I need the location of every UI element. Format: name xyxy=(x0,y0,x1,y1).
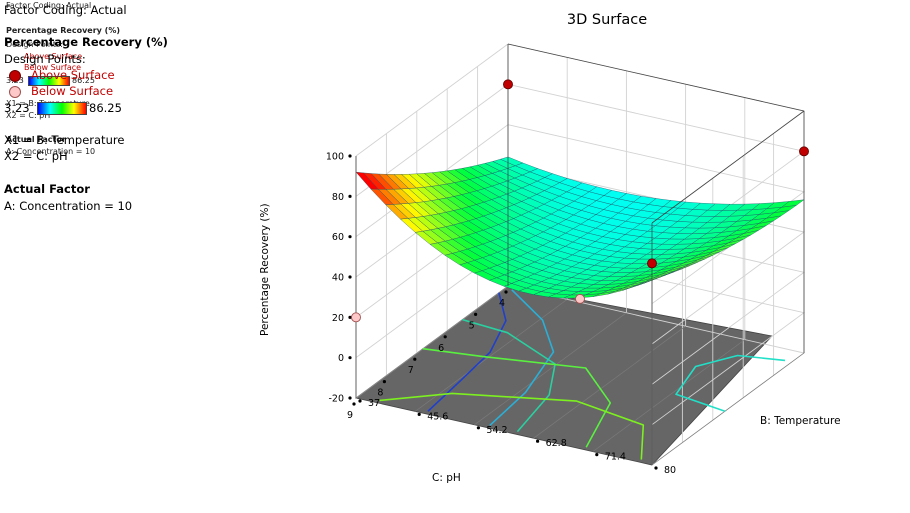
legend-below-small: Below Surface xyxy=(24,63,82,72)
above-surface-marker-icon xyxy=(9,70,21,82)
floor-grid-lines xyxy=(355,285,805,466)
x-tick-label: 45.6 xyxy=(427,411,448,422)
legend-response: Percentage Recovery (%) xyxy=(4,35,168,49)
y-tick-label: 7 xyxy=(408,365,414,376)
x-tick-mark xyxy=(417,412,421,416)
legend-actual-factor-small: Actual Factor xyxy=(6,135,66,144)
legend-design-points-small: Design Points: xyxy=(6,40,63,49)
response-surface xyxy=(355,156,805,299)
legend-range-min: 3.23 xyxy=(4,101,30,115)
legend-panel: Factor Coding: Actual Percentage Recover… xyxy=(4,0,254,230)
contour-line xyxy=(427,292,507,412)
legend-design-points: Design Points: xyxy=(4,52,86,66)
chart-title: 3D Surface xyxy=(567,12,647,28)
x-tick-label: 54.2 xyxy=(486,425,507,436)
contour-line xyxy=(379,392,645,460)
z-tick-mark xyxy=(348,396,352,400)
z-tick-label: 0 xyxy=(338,353,344,364)
box-edge xyxy=(651,110,805,224)
y-tick-label: 5 xyxy=(469,320,475,331)
design-point-below xyxy=(351,312,361,323)
x-tick-label: 80 xyxy=(664,465,676,476)
y-tick-mark xyxy=(474,312,478,316)
x-tick-mark xyxy=(536,439,540,443)
z-tick-label: 60 xyxy=(332,232,344,243)
legend-x2-small: X2 = C: pH xyxy=(6,111,51,120)
legend-range-max: 86.25 xyxy=(89,101,122,115)
y-tick-label: 8 xyxy=(377,388,383,399)
legend-factor-coding-small: Factor Coding: Actual xyxy=(6,1,92,10)
x-axis-label: B: Temperature xyxy=(760,415,841,427)
wall-gridline xyxy=(355,43,509,157)
design-point-below xyxy=(575,293,585,304)
legend-above: Above Surface xyxy=(31,68,115,82)
contour-line xyxy=(675,354,786,412)
floor-gridline xyxy=(533,325,686,439)
contour-line xyxy=(489,289,555,426)
design-points xyxy=(351,79,809,323)
floor-gridline xyxy=(355,285,509,399)
y-axis-label: C: pH xyxy=(432,472,461,484)
z-tick-mark xyxy=(348,356,352,360)
z-tick-mark xyxy=(348,154,352,158)
y-tick-mark xyxy=(382,380,386,384)
box-edge xyxy=(507,43,805,112)
x-tick-mark xyxy=(595,453,599,457)
z-tick-mark xyxy=(348,235,352,239)
legend-actual-value-small: A: Concentration = 10 xyxy=(6,147,96,156)
design-point-above xyxy=(503,79,513,90)
y-tick-label: 6 xyxy=(438,343,444,354)
z-tick-label: -20 xyxy=(328,394,344,405)
z-tick-mark xyxy=(348,315,352,319)
below-surface-marker-icon xyxy=(9,86,21,98)
legend-below: Below Surface xyxy=(31,84,114,98)
legend-above-small: Above Surface xyxy=(24,52,83,61)
y-tick-label: 4 xyxy=(499,298,505,309)
z-tick-label: 80 xyxy=(332,192,344,203)
legend-factor-coding: Factor Coding: Actual xyxy=(4,3,127,17)
z-tick-mark xyxy=(348,275,352,279)
x-tick-label: 62.8 xyxy=(546,438,567,449)
z-tick-label: 20 xyxy=(332,313,344,324)
y-tick-mark xyxy=(413,357,417,361)
z-tick-label: 100 xyxy=(326,152,344,163)
y-tick-mark xyxy=(504,290,508,294)
floor-gridline xyxy=(592,339,746,452)
y-tick-label: 9 xyxy=(347,410,353,421)
floor-gridline xyxy=(414,299,568,412)
y-tick-mark xyxy=(443,335,447,339)
z-axis-label: Percentage Recovery (%) xyxy=(259,203,271,336)
legend-actual-factor-heading: Actual Factor xyxy=(4,182,90,196)
legend-range-max-small: 86.25 xyxy=(72,76,95,85)
contour-line xyxy=(422,347,612,448)
x-tick-label: 71.4 xyxy=(605,452,626,463)
z-tick-label: 40 xyxy=(332,273,344,284)
legend-response-small: Percentage Recovery (%) xyxy=(6,26,120,35)
floor-contours xyxy=(379,289,786,460)
legend-x1: X1 = B: Temperature xyxy=(4,133,125,147)
floor-gridline xyxy=(474,312,627,426)
x-tick-mark xyxy=(476,426,480,430)
x-tick-mark xyxy=(654,466,658,470)
z-tick-mark xyxy=(348,194,352,198)
legend-gradient xyxy=(37,102,87,115)
x-tick-mark xyxy=(358,399,362,403)
surface-cell xyxy=(499,156,524,166)
axis-ticks: -20 0 20 40 60 80 100 37 45.6 54.2 62.8 71.4 80 4 5 6 7 8… xyxy=(326,152,676,477)
legend-gradient-small xyxy=(28,76,70,86)
x-tick-label: 37 xyxy=(368,398,380,409)
design-point-above xyxy=(647,258,657,269)
y-tick-mark xyxy=(352,402,356,406)
design-point-above xyxy=(799,146,809,157)
legend-actual-factor-value: A: Concentration = 10 xyxy=(4,199,133,213)
floor-gridline xyxy=(651,352,805,466)
legend-x2: X2 = C: pH xyxy=(4,149,68,163)
